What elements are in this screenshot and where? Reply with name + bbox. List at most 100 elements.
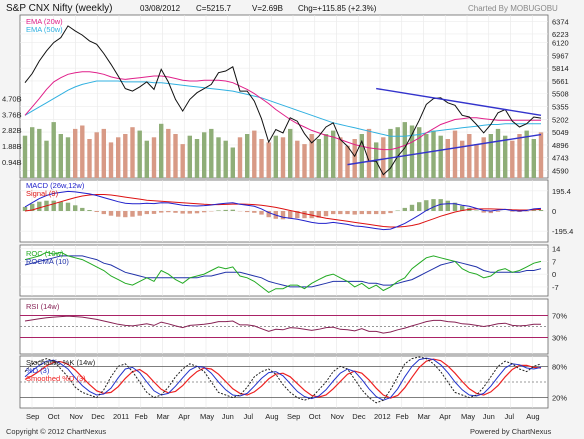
legend-stoch-d: %D (3): [26, 366, 50, 375]
volume-bar: [123, 134, 128, 178]
y-tick-roc: -7: [552, 283, 559, 292]
volume-bar: [431, 130, 436, 178]
macd-hist-bar: [22, 206, 28, 211]
panel-roc: [19, 244, 549, 297]
volume-bar: [409, 125, 415, 178]
x-tick-label: Oct: [48, 412, 61, 421]
macd-hist-bar: [302, 211, 307, 219]
stoch-sd-line: [24, 358, 542, 399]
macd-hist-bar: [108, 211, 114, 216]
macd-hist-bar: [65, 202, 71, 211]
y-tick-rsi: 70%: [552, 312, 567, 321]
macd-hist-bar: [101, 211, 106, 215]
volume-bar: [510, 140, 515, 178]
macd-hist-bar: [524, 211, 529, 212]
y-tick-price: 5049: [552, 128, 569, 137]
macd-hist-bar: [481, 211, 486, 213]
macd-hist-bar: [280, 211, 286, 220]
rsi-line: [24, 315, 541, 334]
x-tick-label: Feb: [396, 412, 409, 421]
macd-line: [24, 190, 542, 231]
volume-bar: [338, 137, 343, 178]
macd-hist-bar: [323, 211, 329, 217]
volume-bar: [209, 128, 214, 178]
volume-bar: [245, 134, 250, 178]
macd-hist-bar: [495, 211, 501, 212]
volume-bar: [524, 130, 529, 178]
y-tick-volume: 2.82B: [2, 126, 22, 135]
macd-hist-bar: [223, 209, 228, 211]
volume-bar: [252, 130, 257, 178]
y-tick-volume: 0.94B: [2, 158, 22, 167]
volume-bar: [495, 128, 501, 178]
macd-hist-bar: [73, 205, 78, 211]
x-tick-label: Apr: [439, 412, 451, 421]
macd-hist-bar: [58, 201, 63, 211]
volume-bar: [302, 144, 307, 178]
volume-bar: [230, 147, 235, 178]
macd-hist-bar: [159, 211, 164, 213]
macd-hist-bar: [173, 211, 178, 213]
macd-hist-bar: [474, 210, 479, 211]
macd-hist-bar: [510, 211, 515, 212]
x-tick-label: Mar: [157, 412, 170, 421]
macd-hist-bar: [431, 199, 436, 211]
y-tick-price: 5661: [552, 77, 569, 86]
volume-bar: [295, 140, 300, 178]
macd-hist-bar: [417, 202, 422, 211]
x-tick-label: Aug: [265, 412, 278, 421]
volume-bar: [101, 128, 106, 178]
volume-bar: [531, 139, 536, 178]
macd-hist-bar: [216, 210, 221, 211]
macd-hist-bar: [381, 211, 386, 215]
volume-bar: [194, 139, 200, 178]
y-tick-price: 5355: [552, 103, 569, 112]
y-tick-price: 6223: [552, 30, 569, 39]
footer-copyright: Copyright © 2012 ChartNexus: [6, 427, 106, 436]
x-tick-label: 2012: [374, 412, 391, 421]
macd-hist-bar: [538, 210, 544, 211]
volume-bar: [116, 137, 121, 178]
macd-hist-bar: [352, 211, 357, 215]
legend-rsi: RSI (14w): [26, 302, 60, 311]
macd-hist-bar: [338, 211, 343, 215]
legend-ema50: EMA (50w): [26, 25, 63, 34]
volume-bar: [37, 128, 42, 178]
volume-bar: [309, 134, 314, 178]
macd-hist-bar: [37, 201, 42, 211]
y-tick-volume: 3.76B: [2, 110, 22, 119]
volume-bar: [488, 134, 493, 178]
legend-macd: MACD (26w,12w): [26, 181, 85, 190]
x-tick-label: Mar: [418, 412, 431, 421]
macd-hist-bar: [51, 200, 56, 211]
volume-bar: [280, 137, 286, 178]
macd-hist-bar: [187, 211, 192, 214]
volume-bar: [22, 135, 28, 178]
legend-ema20: EMA (20w): [26, 17, 63, 26]
y-tick-rsi: 30%: [552, 334, 567, 343]
signal-line: [24, 194, 542, 228]
macd-hist-bar: [123, 211, 128, 218]
volume-bar: [445, 139, 450, 178]
volume-bar: [30, 127, 35, 178]
volume-bar: [144, 140, 149, 178]
macd-hist-bar: [395, 210, 400, 211]
volume-bar: [223, 140, 228, 178]
x-tick-label: Jul: [244, 412, 254, 421]
macd-hist-bar: [94, 211, 99, 212]
volume-bar: [73, 128, 78, 178]
macd-hist-bar: [30, 203, 35, 211]
volume-bar: [51, 122, 56, 178]
macd-hist-bar: [316, 211, 321, 218]
volume-bar: [151, 137, 157, 178]
volume-bar: [159, 123, 164, 178]
y-tick-roc: 0: [552, 270, 556, 279]
volume-bar: [460, 140, 465, 178]
volume-bar: [137, 130, 142, 178]
volume-bar: [166, 128, 171, 178]
x-tick-label: Nov: [331, 412, 345, 421]
y-tick-price: 4590: [552, 166, 569, 175]
y-tick-stoch: 20%: [552, 394, 567, 403]
